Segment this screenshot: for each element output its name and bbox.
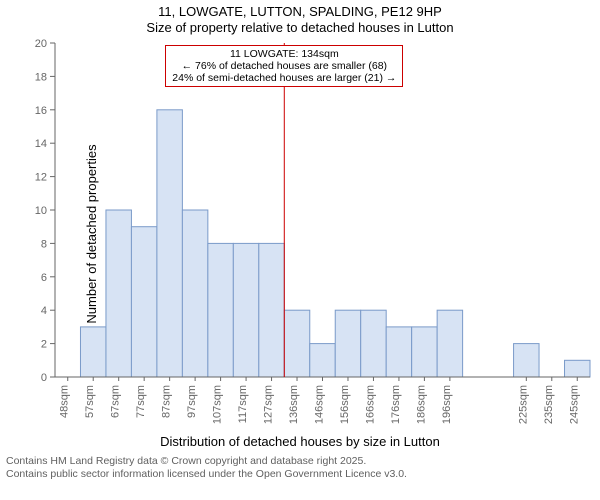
svg-text:0: 0 <box>41 372 47 384</box>
chart-container: Number of detached properties 0 2 4 6 8 10 12 1… <box>0 37 600 432</box>
x-tick-label: 245sqm <box>568 385 580 424</box>
x-tick-label: 77sqm <box>135 385 147 418</box>
x-axis-title: Distribution of detached houses by size … <box>0 434 600 449</box>
footer: Contains HM Land Registry data © Crown c… <box>0 449 600 481</box>
bar <box>514 343 539 376</box>
x-tick-label: 97sqm <box>186 385 198 418</box>
x-tick-label: 107sqm <box>212 385 224 424</box>
x-tick-label: 235sqm <box>543 385 555 424</box>
bar <box>259 243 284 377</box>
chart-title: 11, LOWGATE, LUTTON, SPALDING, PE12 9HP … <box>0 0 600 37</box>
reference-annotation: 11 LOWGATE: 134sqm ← 76% of detached hou… <box>165 45 403 87</box>
x-tick-label: 127sqm <box>263 385 275 424</box>
svg-text:14: 14 <box>35 138 47 150</box>
svg-text:2: 2 <box>41 338 47 350</box>
bar <box>386 326 411 376</box>
y-axis-title: Number of detached properties <box>84 144 99 323</box>
svg-text:20: 20 <box>35 38 47 50</box>
x-tick-label: 117sqm <box>237 385 249 423</box>
footer-line2: Contains public sector information licen… <box>6 468 594 481</box>
bar <box>361 310 386 377</box>
x-tick-label: 67sqm <box>110 385 122 418</box>
annotation-line3: 24% of semi-detached houses are larger (… <box>172 72 396 84</box>
annotation-line2: ← 76% of detached houses are smaller (68… <box>172 60 396 72</box>
title-line2: Size of property relative to detached ho… <box>0 20 600 36</box>
annotation-line1: 11 LOWGATE: 134sqm <box>172 48 396 60</box>
x-tick-label: 156sqm <box>339 385 351 424</box>
svg-text:18: 18 <box>35 71 47 83</box>
x-tick-label: 166sqm <box>364 385 376 424</box>
bar <box>437 310 462 377</box>
footer-line1: Contains HM Land Registry data © Crown c… <box>6 455 594 468</box>
bar <box>131 226 156 376</box>
x-tick-label: 57sqm <box>84 385 96 418</box>
bar <box>284 310 309 377</box>
svg-text:4: 4 <box>41 305 47 317</box>
title-line1: 11, LOWGATE, LUTTON, SPALDING, PE12 9HP <box>0 4 600 20</box>
bar <box>182 210 207 377</box>
svg-text:12: 12 <box>35 171 47 183</box>
bar <box>412 326 437 376</box>
x-tick-label: 196sqm <box>441 385 453 424</box>
bar <box>233 243 258 377</box>
bar <box>106 210 131 377</box>
bar <box>310 343 335 376</box>
x-tick-label: 176sqm <box>390 385 402 424</box>
bar <box>157 109 182 376</box>
x-tick-label: 48sqm <box>59 385 71 418</box>
svg-text:8: 8 <box>41 238 47 250</box>
svg-text:6: 6 <box>41 271 47 283</box>
svg-text:16: 16 <box>35 104 47 116</box>
x-tick-label: 87sqm <box>161 385 173 418</box>
bar <box>208 243 233 377</box>
bar <box>80 326 105 376</box>
x-tick-label: 146sqm <box>314 385 326 424</box>
bar <box>565 360 590 377</box>
bar <box>335 310 360 377</box>
x-tick-label: 186sqm <box>415 385 427 424</box>
svg-text:10: 10 <box>35 205 47 217</box>
x-tick-label: 225sqm <box>517 385 529 424</box>
x-tick-label: 136sqm <box>288 385 300 424</box>
